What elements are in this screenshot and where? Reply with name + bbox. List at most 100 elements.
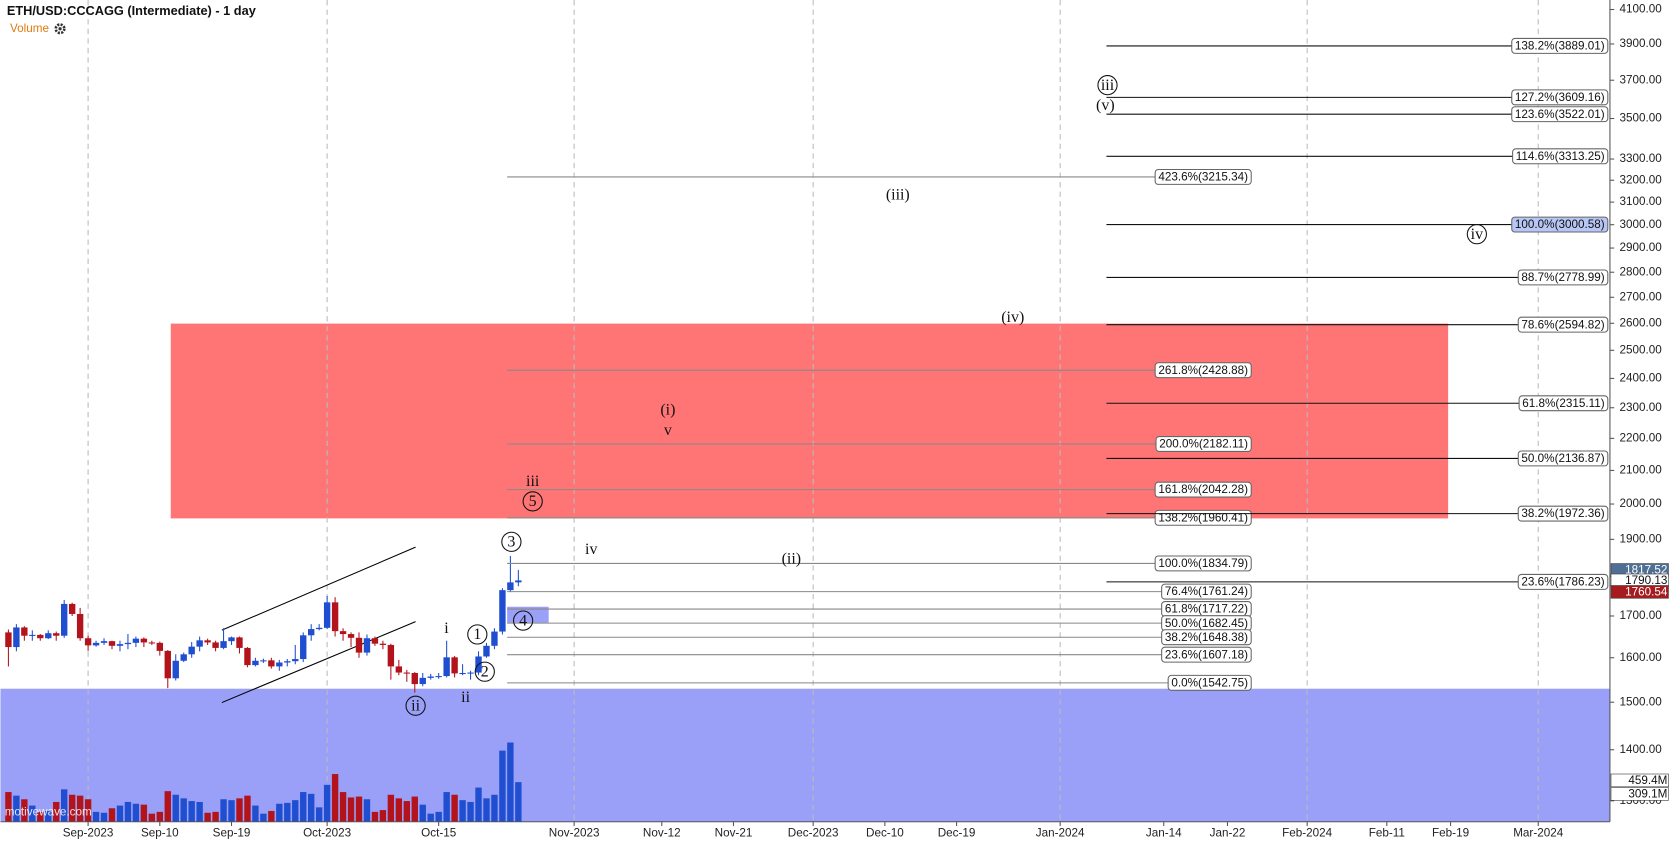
price-axis-bg [1609,0,1670,842]
candle-body [37,634,44,639]
volume-tag-box [1610,773,1669,788]
wave-circle [501,531,522,552]
candle-body [164,650,171,679]
candle-body [92,642,100,646]
wave-circle [512,610,534,631]
x-tick-label: Dec-10 [866,827,904,840]
volume-bar [395,798,403,822]
volume-bar [148,813,156,822]
candle-body [236,637,243,648]
candle-body [252,660,259,666]
volume-bar [387,794,395,822]
volume-bar [220,799,227,822]
volume-bar [315,807,323,822]
y-tick-label: 3100.00 [1620,195,1663,208]
candle-body [108,641,116,646]
fib-label-box [1511,106,1609,123]
volume-bar [507,742,514,822]
fib-label-box [1512,148,1609,165]
candle-body [196,640,203,647]
candle-body [355,637,363,653]
volume-bar [132,803,140,822]
wave-label: (i) [660,402,675,419]
volume-bars [5,742,522,822]
volume-bar [331,774,339,822]
fib-label-box [1517,505,1609,522]
wave-label: i [444,620,449,637]
volume-bar [53,801,60,822]
fib-label: 100.0%(1834.79) [1158,557,1248,570]
fib-label: 38.2%(1972.36) [1521,507,1604,520]
fib-label: 100.0%(3000.58) [1515,218,1605,231]
volume-bar [68,794,76,822]
gear[interactable] [54,23,66,35]
y-tick-label: 1400.00 [1620,743,1663,756]
candle-body [268,660,275,667]
candle-body [300,635,307,660]
candle-body [212,642,219,648]
candle-body [76,613,84,639]
candle-body [459,672,466,675]
candle-body [220,641,227,648]
y-tick-label: 3200.00 [1620,173,1663,186]
candles [5,555,522,693]
volume-bar [100,812,108,822]
wave-label: (iv) [1001,309,1024,326]
fib-label-box [1154,481,1252,498]
price-tag: 1817.52 [1625,564,1667,577]
candle-body [347,634,355,638]
x-tick-label: Feb-11 [1369,827,1405,840]
x-tick-label: Nov-12 [643,827,681,840]
volume-bar [196,801,203,822]
volume-bar [483,798,490,822]
volume-bar [427,813,434,822]
support-zone [0,688,1610,822]
volume-bar [371,811,379,822]
fib-label: 161.8%(2042.28) [1158,483,1248,496]
volume-bar [292,800,299,822]
candle-body [84,638,92,646]
volume-bar [443,792,450,822]
candle-body [276,662,283,667]
wave-label: v [664,422,672,439]
volume-bar [156,811,163,822]
fib-label-box [1511,37,1609,54]
volume-bar [228,800,235,822]
fib-label: 261.8%(2428.88) [1158,364,1248,377]
fib-label-box [1517,269,1609,286]
wave-circle [1097,75,1118,96]
volume-bar [124,801,132,822]
candle-body [100,641,108,643]
y-tick-label: 2700.00 [1620,290,1663,303]
volume-bar [140,804,148,822]
wave-circle [522,491,543,512]
axes: 4100.003900.003700.003500.003300.003200.… [63,3,1669,840]
candle-body [228,637,235,642]
y-tick-label: 2800.00 [1620,265,1663,278]
volume-bar [499,750,506,822]
fib-label-box [1161,583,1252,600]
candle-body [451,657,458,674]
fib-label-box [1167,674,1252,691]
volume-bar [363,799,371,822]
wave-label: 5 [529,493,537,510]
gear-hub [58,27,62,31]
watermark: motivewave.com [5,805,92,818]
volume-bar [300,792,307,822]
candle-body [411,672,418,685]
settings-icon[interactable] [54,23,66,35]
wave-label: 2 [481,663,489,680]
candle-body [180,654,187,661]
x-tick-label: Jan-14 [1146,827,1182,840]
fib-label: 423.6%(3215.34) [1158,171,1248,184]
volume-bar [515,782,522,822]
x-tick-label: Sep-2023 [63,827,114,840]
candle-body [5,632,12,648]
volume-bar [204,812,211,822]
fib-label-box [1161,629,1252,646]
candle-body [284,661,291,663]
volume-bar [236,798,243,822]
candle-body [339,631,347,635]
grid [87,0,1539,822]
